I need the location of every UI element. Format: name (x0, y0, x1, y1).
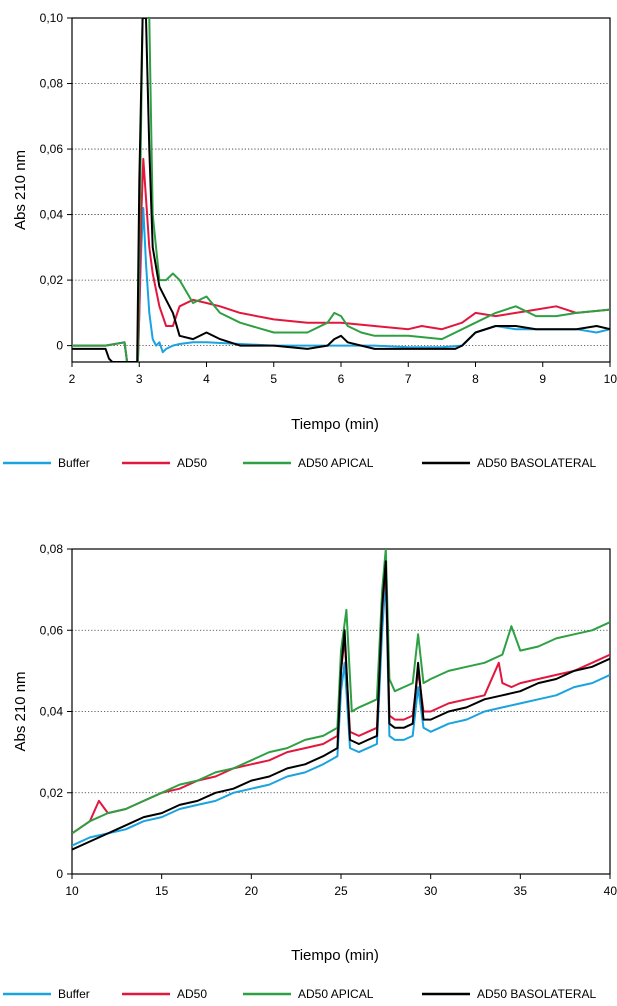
x-tick-label: 9 (539, 372, 546, 386)
series-line-ad50-basolateral (72, 560, 610, 851)
y-tick-label: 0 (56, 339, 63, 353)
y-tick-label: 0,08 (40, 542, 64, 556)
x-tick-label: 30 (424, 884, 438, 898)
x-tick-label: 35 (514, 884, 528, 898)
chart-1: 0 0,02 0,04 0,06 0,08 0,10 2 3 4 5 6 7 8 9 10 Abs 210 n… (3, 11, 617, 470)
x-tick-label: 3 (136, 372, 143, 386)
y-axis-title: Abs 210 nm (12, 671, 29, 751)
series-line-ad50-basolateral (72, 18, 610, 362)
legend: Buffer AD50 AD50 APICAL AD50 BASOLATERAL (3, 987, 596, 1001)
y-tick-label: 0,06 (40, 623, 64, 637)
y-tick-label: 0,10 (40, 11, 64, 25)
x-axis-title: Tiempo (min) (291, 416, 379, 433)
x-tick-label: 8 (472, 372, 479, 386)
legend-label: AD50 (177, 987, 207, 1001)
series-line-buffer (72, 576, 610, 847)
x-tick-label: 7 (405, 372, 412, 386)
x-tick-label: 4 (203, 372, 210, 386)
y-tick-label: 0,04 (40, 208, 64, 222)
legend-label: AD50 APICAL (298, 987, 374, 1001)
legend-label: AD50 BASOLATERAL (477, 987, 596, 1001)
y-tick-label: 0 (56, 867, 63, 881)
y-tick-label: 0,06 (40, 142, 64, 156)
legend: Buffer AD50 AD50 APICAL AD50 BASOLATERAL (3, 456, 596, 470)
series-line-ad50 (72, 568, 610, 835)
x-tick-label: 10 (65, 884, 79, 898)
y-tick-label: 0,02 (40, 786, 64, 800)
legend-label: AD50 BASOLATERAL (477, 456, 596, 470)
x-tick-label: 25 (334, 884, 348, 898)
chart-2: 0 0,02 0,04 0,06 0,08 10 15 20 25 30 35 40 Abs 210 n… (3, 542, 617, 1001)
x-tick-label: 15 (155, 884, 169, 898)
x-tick-label: 40 (604, 884, 617, 898)
legend-label: AD50 APICAL (298, 456, 374, 470)
x-axis-title: Tiempo (min) (291, 947, 379, 964)
x-tick-label: 2 (69, 372, 76, 386)
y-tick-label: 0,08 (40, 77, 64, 91)
x-tick-label: 6 (338, 372, 345, 386)
x-tick-label: 20 (245, 884, 259, 898)
legend-label: Buffer (58, 987, 90, 1001)
series-line-ad50-apical (72, 549, 610, 835)
x-tick-label: 10 (604, 372, 617, 386)
legend-label: AD50 (177, 456, 207, 470)
y-tick-label: 0,04 (40, 705, 64, 719)
legend-label: Buffer (58, 456, 90, 470)
y-axis-title: Abs 210 nm (12, 150, 29, 230)
y-tick-label: 0,02 (40, 273, 64, 287)
x-tick-label: 5 (270, 372, 277, 386)
